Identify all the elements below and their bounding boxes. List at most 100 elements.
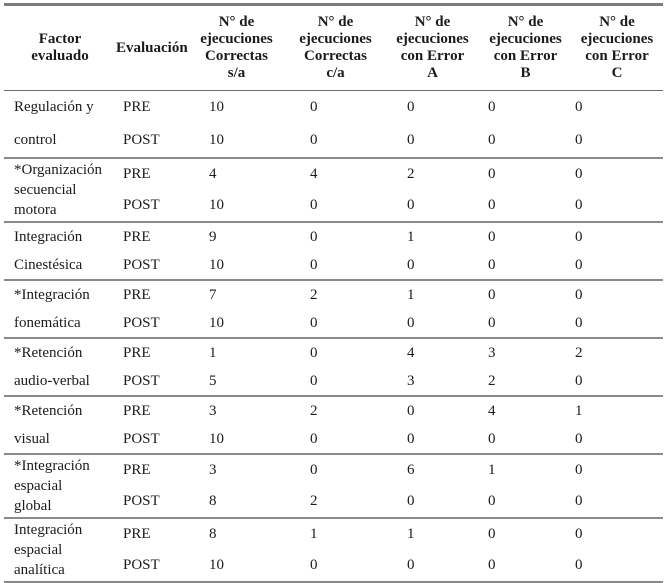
evaluation-cell: POST bbox=[123, 430, 160, 447]
value-cell: 0 bbox=[310, 256, 318, 273]
value-cell: 0 bbox=[310, 314, 318, 331]
table-row: *Retención audio-verbal PRE 1 0 4 3 2 bbox=[4, 338, 663, 390]
evaluation-cell: PRE bbox=[123, 166, 151, 182]
value-cell: 1 bbox=[488, 462, 496, 478]
value-cell: 0 bbox=[488, 256, 496, 273]
evaluation-cell: PRE bbox=[123, 526, 151, 542]
value-cell: 0 bbox=[488, 132, 496, 149]
value-cell: 0 bbox=[575, 286, 583, 303]
factor-cell: Integración espacial analítica bbox=[14, 522, 83, 578]
factor-group-regulacion-control: Regulación y control PRE 10 0 0 0 0 POST… bbox=[4, 91, 663, 158]
table-row: POST 10 0 0 0 0 bbox=[4, 425, 663, 454]
value-cell: 8 bbox=[209, 526, 217, 542]
value-cell: 0 bbox=[488, 228, 496, 245]
value-cell: 0 bbox=[407, 99, 415, 116]
value-cell: 0 bbox=[488, 314, 496, 331]
page: { "table": { "columns": [ { "lines": ["F… bbox=[0, 3, 667, 583]
value-cell: 1 bbox=[575, 402, 583, 419]
factor-group-retencion-visual: *Retención visual PRE 3 2 0 4 1 POST 10 … bbox=[4, 396, 663, 454]
value-cell: 10 bbox=[209, 99, 224, 116]
evaluation-cell: POST bbox=[123, 197, 160, 213]
table-header: Factor evaluado Evaluación N° de ejecuci… bbox=[4, 4, 663, 91]
column-header-correctas-sa: N° de ejecuciones Correctas s/a bbox=[187, 4, 286, 91]
value-cell: 2 bbox=[407, 166, 415, 182]
evaluation-cell: POST bbox=[123, 314, 160, 331]
value-cell: 0 bbox=[407, 430, 415, 447]
table-row: POST 10 0 0 0 0 bbox=[4, 251, 663, 280]
column-header-correctas-ca: N° de ejecuciones Correctas c/a bbox=[286, 4, 385, 91]
value-cell: 4 bbox=[488, 402, 496, 419]
table-row: *Organización secuencial motora PRE 4 4 … bbox=[4, 158, 663, 218]
value-cell: 2 bbox=[575, 344, 583, 361]
value-cell: 0 bbox=[488, 526, 496, 542]
value-cell: 0 bbox=[310, 228, 318, 245]
value-cell: 10 bbox=[209, 430, 224, 447]
value-cell: 0 bbox=[488, 430, 496, 447]
value-cell: 1 bbox=[310, 526, 318, 542]
value-cell: 0 bbox=[575, 430, 583, 447]
table-row: POST 5 0 3 2 0 bbox=[4, 367, 663, 396]
factor-cell: *Retención visual bbox=[14, 403, 83, 447]
value-cell: 0 bbox=[407, 314, 415, 331]
value-cell: 0 bbox=[488, 493, 496, 509]
table-row: Regulación y control PRE 10 0 0 0 0 bbox=[4, 91, 663, 148]
value-cell: 0 bbox=[488, 286, 496, 303]
evaluation-cell: PRE bbox=[123, 228, 151, 245]
value-cell: 0 bbox=[310, 372, 318, 389]
value-cell: 5 bbox=[209, 372, 217, 389]
value-cell: 0 bbox=[407, 557, 415, 573]
column-header-evaluacion: Evaluación bbox=[116, 4, 188, 91]
value-cell: 1 bbox=[407, 526, 415, 542]
value-cell: 1 bbox=[407, 228, 415, 245]
column-header-error-a: N° de ejecuciones con Error A bbox=[385, 4, 480, 91]
value-cell: 4 bbox=[310, 166, 318, 182]
table-row: POST 10 0 0 0 0 bbox=[4, 124, 663, 158]
factor-group-integracion-espacial-global: *Integración espacial global PRE 3 0 6 1… bbox=[4, 454, 663, 518]
value-cell: 0 bbox=[575, 314, 583, 331]
value-cell: 4 bbox=[407, 344, 415, 361]
value-cell: 10 bbox=[209, 557, 224, 573]
evaluation-cell: POST bbox=[123, 372, 160, 389]
value-cell: 0 bbox=[488, 557, 496, 573]
value-cell: 1 bbox=[407, 286, 415, 303]
value-cell: 3 bbox=[209, 462, 217, 478]
value-cell: 0 bbox=[310, 557, 318, 573]
table-row: POST 10 0 0 0 0 bbox=[4, 190, 663, 222]
factor-cell: *Integración fonemática bbox=[14, 287, 90, 331]
value-cell: 2 bbox=[310, 493, 318, 509]
value-cell: 10 bbox=[209, 197, 224, 213]
factor-group-integracion-cinestesica: Integración Cinestésica PRE 9 0 1 0 0 PO… bbox=[4, 222, 663, 280]
value-cell: 9 bbox=[209, 228, 217, 245]
column-header-error-b: N° de ejecuciones con Error B bbox=[480, 4, 571, 91]
value-cell: 0 bbox=[407, 256, 415, 273]
value-cell: 10 bbox=[209, 314, 224, 331]
value-cell: 10 bbox=[209, 132, 224, 149]
factor-group-integracion-espacial-analitica: Integración espacial analítica PRE 8 1 1… bbox=[4, 518, 663, 582]
value-cell: 7 bbox=[209, 286, 217, 303]
value-cell: 8 bbox=[209, 493, 217, 509]
value-cell: 3 bbox=[488, 344, 496, 361]
value-cell: 0 bbox=[575, 99, 583, 116]
value-cell: 0 bbox=[407, 402, 415, 419]
table-row: POST 8 2 0 0 0 bbox=[4, 486, 663, 518]
factor-group-integracion-fonematica: *Integración fonemática PRE 7 2 1 0 0 PO… bbox=[4, 280, 663, 338]
results-table: Factor evaluado Evaluación N° de ejecuci… bbox=[4, 3, 663, 583]
evaluation-cell: PRE bbox=[123, 462, 151, 478]
evaluation-cell: PRE bbox=[123, 286, 151, 303]
table-row: *Integración fonemática PRE 7 2 1 0 0 bbox=[4, 280, 663, 332]
value-cell: 0 bbox=[575, 228, 583, 245]
factor-group-retencion-audio-verbal: *Retención audio-verbal PRE 1 0 4 3 2 PO… bbox=[4, 338, 663, 396]
value-cell: 0 bbox=[575, 166, 583, 182]
evaluation-cell: POST bbox=[123, 132, 160, 149]
value-cell: 0 bbox=[575, 132, 583, 149]
column-header-factor: Factor evaluado bbox=[4, 4, 116, 91]
factor-cell: *Retención audio-verbal bbox=[14, 345, 90, 389]
factor-cell: *Organización secuencial motora bbox=[14, 162, 103, 218]
evaluation-cell: PRE bbox=[123, 344, 151, 361]
value-cell: 0 bbox=[488, 166, 496, 182]
header-row: Factor evaluado Evaluación N° de ejecuci… bbox=[4, 4, 663, 91]
value-cell: 0 bbox=[488, 99, 496, 116]
value-cell: 10 bbox=[209, 256, 224, 273]
evaluation-cell: POST bbox=[123, 557, 160, 573]
value-cell: 3 bbox=[407, 372, 415, 389]
